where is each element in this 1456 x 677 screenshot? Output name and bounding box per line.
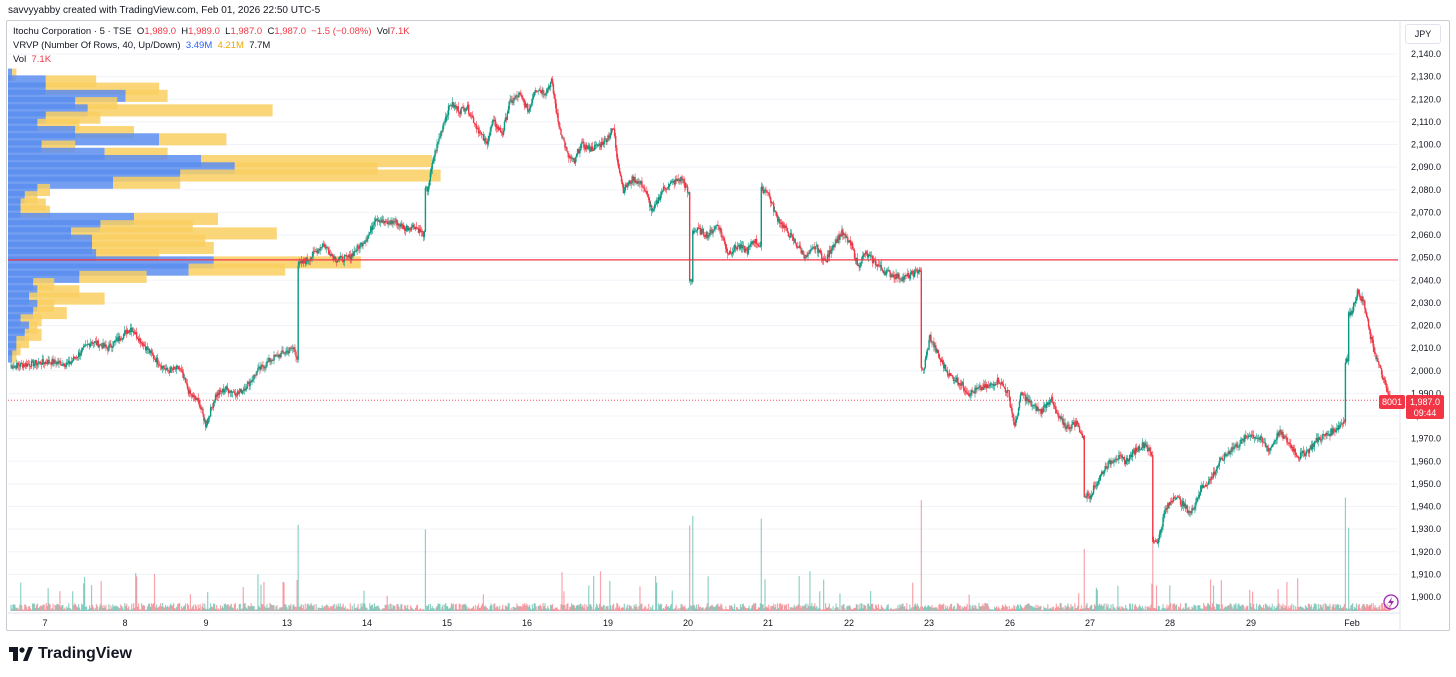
vrvp-down-value: 4.21M <box>217 40 244 51</box>
vrvp-row[interactable]: VRVP (Number Of Rows, 40, Up/Down) 3.49M… <box>13 39 410 53</box>
currency-button[interactable]: JPY <box>1405 24 1441 44</box>
chart-legend: Itochu Corporation · 5 · TSE O1,989.0 H1… <box>13 25 410 67</box>
volume-indicator-value: 7.1K <box>31 54 52 65</box>
volume-value: 7.1K <box>390 26 410 37</box>
close-value: 1,987.0 <box>274 26 307 37</box>
high-value: 1,989.0 <box>188 26 220 37</box>
ohlc-row[interactable]: Itochu Corporation · 5 · TSE O1,989.0 H1… <box>13 25 410 39</box>
vrvp-label[interactable]: VRVP (Number Of Rows, 40, Up/Down) <box>13 40 181 51</box>
chart-caption: savvyyabby created with TradingView.com,… <box>8 5 321 16</box>
volume-indicator-label[interactable]: Vol <box>13 54 27 65</box>
open-label: O <box>136 26 145 37</box>
tradingview-logo-icon <box>9 647 33 661</box>
vrvp-up-value: 3.49M <box>185 40 213 51</box>
volume-indicator-row[interactable]: Vol 7.1K <box>13 53 410 67</box>
flash-icon[interactable] <box>1383 594 1399 610</box>
volume-label: Vol <box>376 26 391 37</box>
close-label: C <box>267 26 275 37</box>
open-value: 1,989.0 <box>144 26 177 37</box>
brand-name: TradingView <box>38 645 132 662</box>
tradingview-logo[interactable]: TradingView <box>9 645 132 663</box>
chart-frame <box>6 20 1450 631</box>
vrvp-total-value: 7.7M <box>249 40 271 51</box>
change-value: −1.5 (−0.08%) <box>311 26 372 37</box>
low-label: L <box>225 26 231 37</box>
low-value: 1,987.0 <box>230 26 263 37</box>
high-label: H <box>181 26 189 37</box>
symbol-label[interactable]: Itochu Corporation · 5 · TSE <box>13 26 132 37</box>
